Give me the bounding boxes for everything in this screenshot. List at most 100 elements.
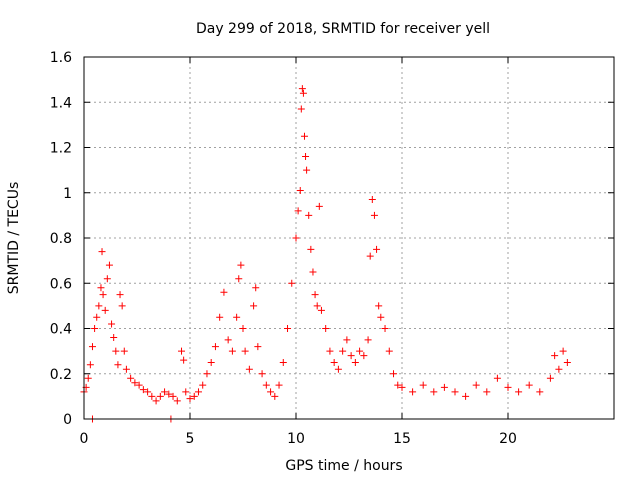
data-point <box>536 388 544 396</box>
data-point <box>440 383 448 391</box>
data-point <box>131 379 139 387</box>
data-point <box>546 374 554 382</box>
data-point <box>326 347 334 355</box>
data-point <box>559 347 567 355</box>
data-point <box>311 291 319 299</box>
data-point <box>483 388 491 396</box>
y-tick-label: 0 <box>63 412 72 428</box>
data-point <box>245 365 253 373</box>
data-point <box>364 336 372 344</box>
data-point <box>211 343 219 351</box>
data-point <box>377 313 385 321</box>
data-point <box>224 336 232 344</box>
data-point <box>292 234 300 242</box>
data-point <box>343 336 351 344</box>
data-point <box>313 302 321 310</box>
y-tick-label: 1 <box>63 186 72 202</box>
data-point <box>451 388 459 396</box>
data-point <box>110 334 118 342</box>
ticks: 0 0.2 0.4 0.6 0.8 1 1.2 1.4 1.6 0 5 10 15 20 <box>50 50 614 447</box>
data-point <box>555 365 563 373</box>
data-point <box>294 207 302 215</box>
data-point <box>271 392 279 400</box>
data-point <box>97 284 105 292</box>
data-point <box>419 381 427 389</box>
data-point <box>262 381 270 389</box>
data-point <box>330 358 338 366</box>
data-point <box>525 381 533 389</box>
data-point <box>165 390 173 398</box>
data-point <box>105 261 113 269</box>
data-point <box>356 347 364 355</box>
data-point <box>398 383 406 391</box>
data-point <box>241 347 249 355</box>
data-point <box>144 388 152 396</box>
data-point <box>370 211 378 219</box>
data-point <box>394 381 402 389</box>
data-point <box>298 85 306 93</box>
data-point <box>309 268 317 276</box>
data-point <box>152 397 160 405</box>
data-point <box>515 388 523 396</box>
data-point <box>122 365 130 373</box>
data-point <box>135 381 143 389</box>
data-point <box>373 245 381 253</box>
data-point <box>493 374 501 382</box>
y-tick-label: 0.4 <box>50 322 72 338</box>
y-tick-label: 0.2 <box>50 367 72 383</box>
data-point <box>235 275 243 283</box>
data-point <box>173 397 181 405</box>
x-axis-label: GPS time / hours <box>285 458 402 474</box>
x-tick-label: 5 <box>186 431 195 447</box>
data-point <box>252 284 260 292</box>
data-point <box>360 352 368 360</box>
y-tick-label: 1.4 <box>50 95 72 111</box>
data-point <box>317 306 325 314</box>
y-tick-label: 0.8 <box>50 231 72 247</box>
data-point <box>351 358 359 366</box>
data-point <box>216 313 224 321</box>
data-point <box>98 248 106 256</box>
data-point <box>307 245 315 253</box>
data-point <box>118 302 126 310</box>
x-tick-label: 20 <box>499 431 517 447</box>
data-point <box>296 186 304 194</box>
y-tick-label: 0.6 <box>50 276 72 292</box>
data-point <box>258 370 266 378</box>
data-point <box>120 347 128 355</box>
data-point <box>203 370 211 378</box>
data-point <box>108 320 116 328</box>
data-point <box>366 252 374 260</box>
data-point <box>551 352 559 360</box>
data-point <box>101 306 109 314</box>
data-point <box>385 347 393 355</box>
data-point <box>127 374 135 382</box>
data-point <box>267 388 275 396</box>
chart-title: Day 299 of 2018, SRMTID for receiver yel… <box>196 21 490 37</box>
data-point <box>409 388 417 396</box>
data-point <box>322 325 330 332</box>
data-point <box>93 313 101 321</box>
data-point <box>228 347 236 355</box>
data-point <box>88 343 96 351</box>
data-point <box>375 302 383 310</box>
data-point <box>305 211 313 219</box>
data-point <box>116 291 124 299</box>
data-point <box>194 388 202 396</box>
data-point <box>430 388 438 396</box>
data-point <box>334 365 342 373</box>
data-point <box>139 386 147 394</box>
data-point <box>315 202 323 210</box>
data-point <box>84 374 92 382</box>
data-point <box>233 313 241 321</box>
data-points <box>80 85 571 423</box>
data-point <box>91 325 99 332</box>
data-point <box>368 196 376 204</box>
data-point <box>182 388 190 396</box>
data-point <box>279 358 287 366</box>
data-point <box>288 279 296 287</box>
data-point <box>180 356 188 364</box>
data-point <box>161 388 169 396</box>
y-tick-label: 1.2 <box>50 141 72 157</box>
